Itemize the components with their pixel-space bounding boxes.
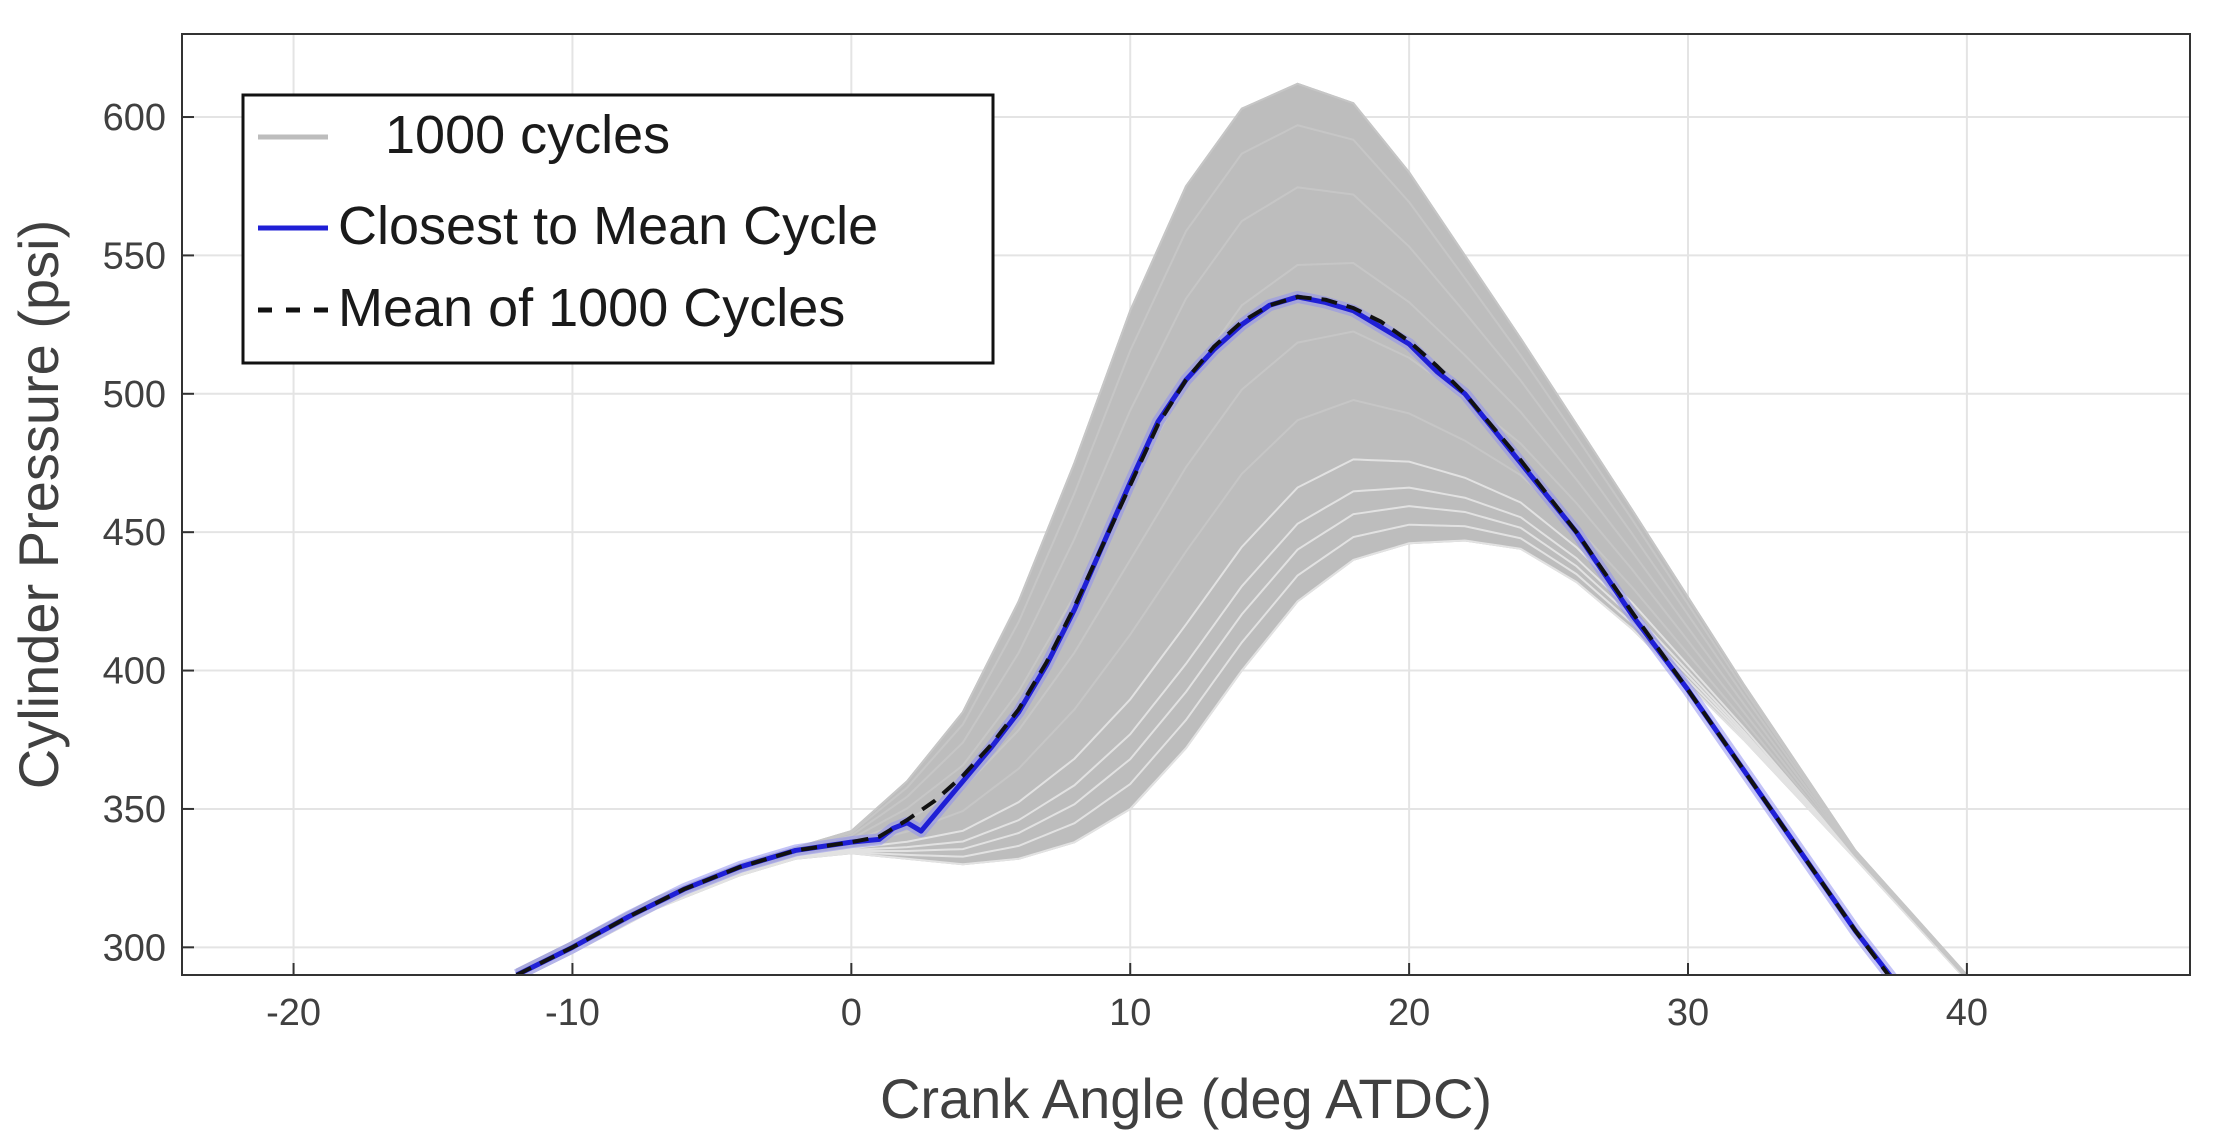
- x-axis-ticks: -20 -10 0 10 20 30 40: [266, 963, 1988, 1034]
- y-tick-label: 550: [103, 235, 166, 277]
- y-tick-label: 500: [103, 374, 166, 416]
- y-tick-label: 350: [103, 789, 166, 831]
- y-tick-label: 600: [103, 97, 166, 139]
- y-tick-label: 400: [103, 651, 166, 693]
- x-tick-label: -10: [545, 992, 600, 1034]
- x-tick-label: 30: [1667, 992, 1709, 1034]
- legend-label-mean: Mean of 1000 Cycles: [338, 278, 845, 338]
- y-tick-label: 300: [103, 927, 166, 969]
- x-axis-label: Crank Angle (deg ATDC): [880, 1067, 1492, 1130]
- y-axis-label: Cylinder Pressure (psi): [7, 220, 70, 790]
- y-axis-ticks: 300 350 400 450 500 550 600: [103, 97, 194, 969]
- x-tick-label: 40: [1946, 992, 1988, 1034]
- x-tick-label: 0: [841, 992, 862, 1034]
- x-tick-label: 20: [1388, 992, 1430, 1034]
- x-tick-label: -20: [266, 992, 321, 1034]
- x-tick-label: 10: [1109, 992, 1151, 1034]
- legend-box: [241, 93, 995, 365]
- series-lines: [513, 290, 1898, 975]
- legend: 1000 cycles Closest to Mean Cycle Mean o…: [241, 93, 995, 365]
- plot-frame: [181, 33, 2191, 976]
- legend-label-cycles: 1000 cycles: [385, 105, 670, 165]
- y-tick-label: 450: [103, 512, 166, 554]
- mean-cycle-line: [515, 294, 1891, 975]
- legend-label-closest: Closest to Mean Cycle: [338, 196, 878, 256]
